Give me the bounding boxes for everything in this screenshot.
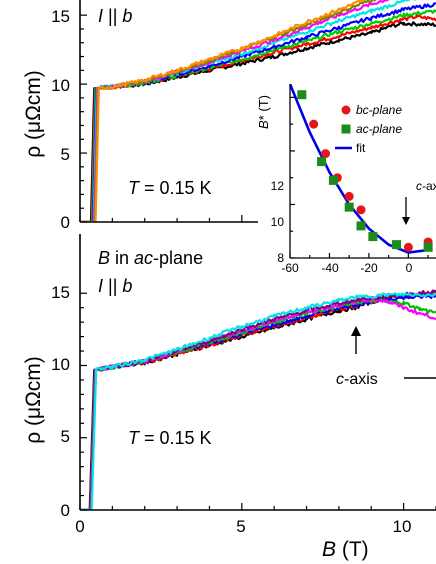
inset-ticks [289,96,429,259]
inset-legend-fit-label: fit [356,141,366,155]
inset-ylabel-unit: (T) [256,95,271,115]
bottom-arrow-label: c-axis [336,371,378,388]
inset-ytick-10: 10 [271,215,285,229]
bottom-field-ac: ac [134,248,153,268]
bottom-current-label: I || b [98,276,132,296]
top-series-7 [80,0,371,222]
top-current-par: || [103,6,122,26]
top-y-axis-title: ρ (μΩcm) [22,70,45,158]
bottom-arrow-axis: -axis [344,371,378,388]
bottom-current-i: I [98,276,103,296]
bottom-series-5 [80,289,436,510]
top-curves [80,0,436,222]
top-series-6 [80,0,377,222]
bottom-panel: 0 5 10 15 0 5 10 ρ (μΩcm) B (T) B in ac-… [22,234,436,561]
bottom-ticks [79,292,436,511]
bottom-ytick-15: 15 [51,283,70,302]
bottom-xlabel-b: B [322,538,336,561]
inset-legend-ac-label: ac-plane [356,122,402,136]
top-temp-value: = 0.15 K [139,178,212,198]
inset-ac-point-7 [423,242,433,252]
bottom-xtick-5: 5 [236,517,245,536]
inset-fit-line [290,84,433,254]
bottom-field-b: B [98,248,110,268]
bottom-temp-value: = 0.15 K [139,428,212,448]
top-current-label: I || b [98,6,132,26]
bottom-xtick-10: 10 [393,517,412,536]
inset-ylabel-b: B [256,120,271,129]
top-ytick-15: 15 [51,7,70,26]
bottom-ytick-0: 0 [61,501,70,520]
bottom-ytick-5: 5 [61,427,70,446]
top-ytick-10: 10 [51,76,70,95]
bottom-y-axis-title: ρ (μΩcm) [22,356,45,444]
bottom-current-b: b [122,276,132,296]
bottom-series-6 [80,292,436,510]
inset-ac-point-2 [328,175,338,185]
inset-bc-point-0 [309,119,319,129]
inset-legend-bc-label: bc-plane [356,103,402,117]
top-current-i: I [98,6,103,26]
inset-ac-point-5 [368,232,378,242]
bottom-temp-t: T [128,428,141,448]
top-panel: 0 5 10 15 ρ (μΩcm) I || b T = 0.15 K [22,0,436,232]
inset-ac-point-6 [392,240,402,250]
bottom-xlabel-unit: (T) [336,538,369,561]
top-ytick-5: 5 [61,145,70,164]
top-ticks [79,14,436,223]
inset-xtick--20: -20 [360,261,378,275]
top-temp-t: T [128,178,141,198]
bottom-curves [80,289,436,510]
inset-xtick-0: 0 [406,261,413,275]
bottom-temperature-label: T = 0.15 K [128,428,212,448]
inset-y-axis-title: B* (T) [256,95,271,129]
bottom-current-par: || [103,276,122,296]
inset-panel: -60 -40 -20 0 8 10 12 B* (T) bc-plane ac… [256,84,436,275]
top-temperature-label: T = 0.15 K [128,178,212,198]
inset-ac-point-1 [317,157,327,167]
inset-legend-bc-marker [341,105,351,115]
inset-arrow-axis: -axis [422,179,436,193]
inset-arrow-c: c [416,179,422,193]
inset-arrow-head [402,217,410,225]
bottom-xtick-0: 0 [75,517,84,536]
bottom-x-axis-title: B (T) [322,538,369,561]
inset-xtick--40: -40 [321,261,339,275]
inset-ytick-12: 12 [271,179,285,193]
bottom-ytick-10: 10 [51,355,70,374]
inset-arrow-label: c-axis [416,179,436,193]
inset-bc-point-4 [356,205,366,215]
inset-bc-point-1 [321,149,331,159]
inset-ac-point-0 [297,90,307,100]
top-current-b: b [122,6,132,26]
inset-bc-point-3 [344,191,354,201]
inset-ac-point-3 [344,202,354,212]
inset-legend-ac-marker [341,124,351,134]
bottom-field-in: in [110,248,134,268]
inset-ytick-8: 8 [277,251,284,265]
bottom-field-plane: -plane [153,248,203,268]
inset-ac-point-4 [356,221,366,231]
top-ytick-0: 0 [61,213,70,232]
inset-ylabel-star: * [256,115,271,120]
bottom-arrow-head [351,326,361,336]
bottom-arrow-c: c [336,371,344,388]
inset-xtick--60: -60 [281,261,299,275]
inset-bc-point-5 [403,242,413,252]
inset-marks [290,84,433,254]
bottom-field-label: B in ac-plane [98,248,203,268]
